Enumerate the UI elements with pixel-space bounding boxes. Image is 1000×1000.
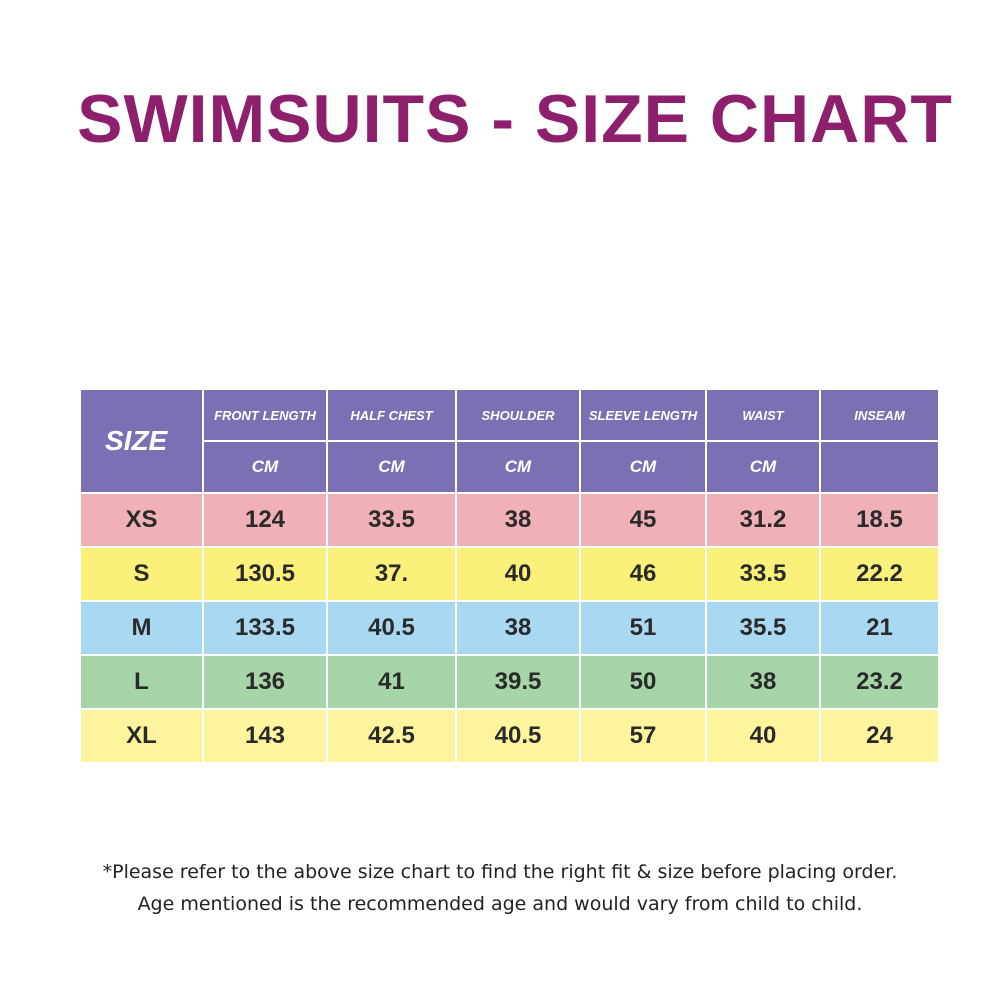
table-cell: 130.5: [202, 546, 328, 602]
table-cell: 124: [202, 492, 328, 548]
table-cell: 40: [455, 546, 581, 602]
table-cell: 35.5: [705, 600, 821, 656]
age-note: Age mentioned is the recommended age and…: [137, 893, 863, 915]
table-cell: 38: [455, 492, 581, 548]
size-cell: S: [79, 546, 204, 602]
table-cell: 40.5: [326, 600, 457, 656]
column-unit: CM: [455, 440, 581, 494]
unit-row: CM CM CM CM CM: [80, 440, 940, 494]
column-unit: CM: [705, 440, 821, 494]
table-row: XL 143 42.5 40.5 57 40 24: [79, 708, 940, 764]
column-header: INSEAM: [819, 388, 940, 442]
table-cell: 22.2: [819, 546, 940, 602]
header-row: SIZE FRONT LENGTH HALF CHEST SHOULDER SL…: [79, 388, 940, 494]
size-cell: XL: [79, 708, 204, 764]
size-note: *Please refer to the above size chart to…: [102, 861, 898, 883]
table-cell: 51: [579, 600, 707, 656]
column-header: SHOULDER: [455, 388, 581, 442]
table-cell: 143: [202, 708, 328, 764]
table-cell: 46: [579, 546, 707, 602]
column-header: HALF CHEST: [326, 388, 457, 442]
size-chart-table: SIZE FRONT LENGTH HALF CHEST SHOULDER SL…: [79, 388, 940, 764]
table-row: M 133.5 40.5 38 51 35.5 21: [79, 600, 940, 656]
column-header: WAIST: [705, 388, 821, 442]
table-cell: 38: [705, 654, 821, 710]
table-cell: 40: [705, 708, 821, 764]
table-cell: 45: [579, 492, 707, 548]
size-cell: M: [79, 600, 204, 656]
table-cell: 24: [819, 708, 940, 764]
table-cell: 33.5: [705, 546, 821, 602]
page-title: SWIMSUITS - SIZE CHART: [77, 81, 953, 157]
table-cell: 33.5: [326, 492, 457, 548]
size-cell: XS: [79, 492, 204, 548]
table-cell: 18.5: [819, 492, 940, 548]
size-cell: L: [79, 654, 204, 710]
table-cell: 41: [326, 654, 457, 710]
column-header: SLEEVE LENGTH: [579, 388, 707, 442]
table-cell: 50: [579, 654, 707, 710]
table-cell: 31.2: [705, 492, 821, 548]
table-cell: 39.5: [455, 654, 581, 710]
column-unit: CM: [202, 440, 328, 494]
table-cell: 42.5: [326, 708, 457, 764]
table-cell: 21: [819, 600, 940, 656]
table-cell: 133.5: [202, 600, 328, 656]
table-cell: 23.2: [819, 654, 940, 710]
table-row: XS 124 33.5 38 45 31.2 18.5: [79, 492, 940, 548]
table-cell: 40.5: [455, 708, 581, 764]
table-cell: 37.: [326, 546, 457, 602]
column-unit: CM: [579, 440, 707, 494]
table-cell: 136: [202, 654, 328, 710]
column-header: FRONT LENGTH: [202, 388, 328, 442]
column-unit: CM: [326, 440, 457, 494]
table-cell: 38: [455, 600, 581, 656]
size-column-header: SIZE: [79, 388, 204, 494]
table-cell: 57: [579, 708, 707, 764]
table-row: S 130.5 37. 40 46 33.5 22.2: [79, 546, 940, 602]
table-row: L 136 41 39.5 50 38 23.2: [79, 654, 940, 710]
column-unit: [819, 440, 940, 494]
